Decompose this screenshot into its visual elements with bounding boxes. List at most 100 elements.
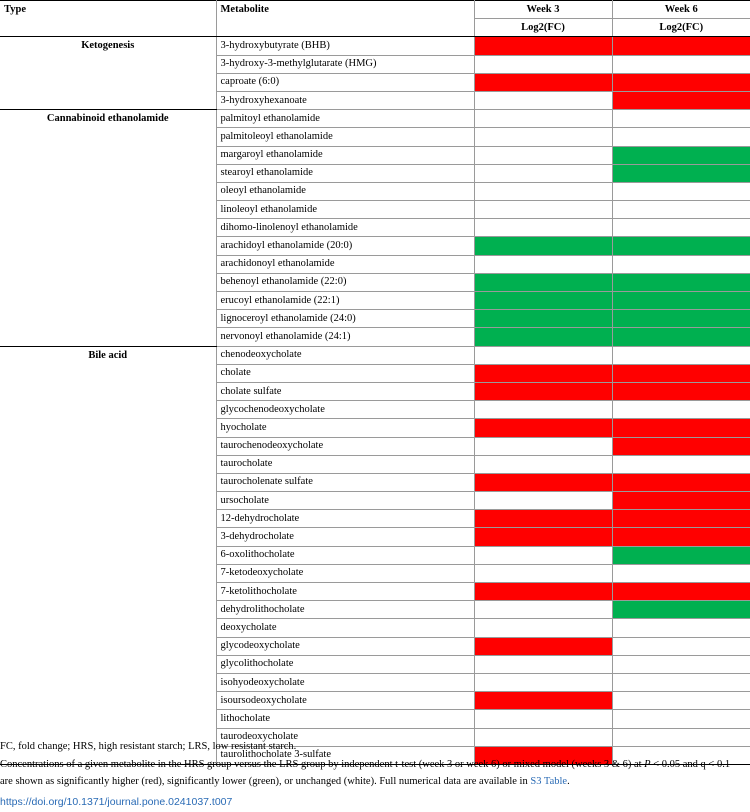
footnote-p-condition: < 0.05 and xyxy=(653,759,698,770)
metabolite-name: palmitoyl ethanolamide xyxy=(215,109,474,129)
week3-change-cell xyxy=(473,146,612,165)
week3-change-cell xyxy=(473,746,612,765)
metabolite-name: taurodeoxycholate xyxy=(215,728,474,747)
table-row: 7-ketolithocholate xyxy=(0,582,750,602)
table-row: ursocholate xyxy=(0,491,750,511)
table-row: taurochenodeoxycholate xyxy=(0,437,750,456)
table-row: lignoceroyl ethanolamide (24:0) xyxy=(0,309,750,329)
week6-change-cell xyxy=(611,236,750,256)
table-row: dihomo-linolenoyl ethanolamide xyxy=(0,218,750,238)
week6-change-cell xyxy=(611,618,750,638)
week3-change-cell xyxy=(473,455,612,474)
week6-change-cell xyxy=(611,345,750,365)
group-label: Cannabinoid ethanolamide xyxy=(0,109,216,347)
week6-change-cell xyxy=(611,364,750,383)
footnote-p-symbol: P xyxy=(644,759,651,770)
week3-change-cell xyxy=(473,437,612,456)
week6-change-cell xyxy=(611,182,750,202)
week3-change-cell xyxy=(473,73,612,92)
week6-change-cell xyxy=(611,200,750,220)
week6-change-cell xyxy=(611,36,750,56)
metabolite-name: arachidonoyl ethanolamide xyxy=(215,255,474,274)
week6-change-cell xyxy=(611,637,750,656)
week3-change-cell xyxy=(473,673,612,693)
metabolite-name: hyocholate xyxy=(215,418,474,438)
metabolite-name: cholate xyxy=(215,364,474,383)
week6-change-cell xyxy=(611,509,750,529)
table-row: arachidonoyl ethanolamide xyxy=(0,255,750,274)
week6-change-cell xyxy=(611,746,750,765)
metabolite-name: lignoceroyl ethanolamide (24:0) xyxy=(215,309,474,329)
table-row: palmitoleoyl ethanolamide xyxy=(0,127,750,147)
week6-change-cell xyxy=(611,655,750,674)
week3-change-cell xyxy=(473,564,612,584)
table-row: 3-hydroxy-3-methylglutarate (HMG) xyxy=(0,55,750,74)
metabolite-name: oleoyl ethanolamide xyxy=(215,182,474,202)
metabolite-name: caproate (6:0) xyxy=(215,73,474,92)
week6-change-cell xyxy=(611,473,750,493)
metabolite-name: erucoyl ethanolamide (22:1) xyxy=(215,291,474,311)
metabolite-name: taurocholate xyxy=(215,455,474,474)
week6-change-cell xyxy=(611,55,750,74)
metabolite-table: Type Metabolite Week 3 Week 6 Log2(FC) L… xyxy=(0,0,750,765)
week6-change-cell xyxy=(611,291,750,311)
week3-change-cell xyxy=(473,400,612,420)
group-label: Bile acid xyxy=(0,345,216,765)
week3-change-cell xyxy=(473,509,612,529)
table-row: hyocholate xyxy=(0,418,750,438)
metabolite-name: nervonoyl ethanolamide (24:1) xyxy=(215,327,474,347)
week6-change-cell xyxy=(611,709,750,729)
week3-change-cell xyxy=(473,309,612,329)
footnote-q-condition: q < 0.1 are shown as significantly highe… xyxy=(0,759,731,787)
week3-change-cell xyxy=(473,364,612,383)
table-row: glycochenodeoxycholate xyxy=(0,400,750,420)
s3-table-link[interactable]: S3 Table xyxy=(530,776,568,787)
header-type: Type xyxy=(0,0,216,38)
week6-change-cell xyxy=(611,73,750,92)
week3-change-cell xyxy=(473,55,612,74)
metabolite-name: taurocholenate sulfate xyxy=(215,473,474,493)
table-row: taurocholate xyxy=(0,455,750,474)
metabolite-name: ursocholate xyxy=(215,491,474,511)
week3-change-cell xyxy=(473,728,612,747)
week3-change-cell xyxy=(473,291,612,311)
week3-change-cell xyxy=(473,200,612,220)
table-row: glycolithocholate xyxy=(0,655,750,674)
metabolite-name: chenodeoxycholate xyxy=(215,345,474,365)
footnote-abbreviations: FC, fold change; HRS, high resistant sta… xyxy=(0,741,297,752)
group-label: Ketogenesis xyxy=(0,36,216,111)
doi-link[interactable]: https://doi.org/10.1371/journal.pone.024… xyxy=(0,796,233,808)
metabolite-name: deoxycholate xyxy=(215,618,474,638)
metabolite-name: 3-hydroxyhexanoate xyxy=(215,91,474,111)
metabolite-name: 3-dehydrocholate xyxy=(215,527,474,547)
table-row: linoleoyl ethanolamide xyxy=(0,200,750,220)
week6-change-cell xyxy=(611,546,750,565)
metabolite-name: arachidoyl ethanolamide (20:0) xyxy=(215,236,474,256)
week3-change-cell xyxy=(473,709,612,729)
week6-change-cell xyxy=(611,455,750,474)
week3-change-cell xyxy=(473,218,612,238)
week3-change-cell xyxy=(473,382,612,402)
metabolite-name: margaroyl ethanolamide xyxy=(215,146,474,165)
table-row: erucoyl ethanolamide (22:1) xyxy=(0,291,750,311)
table-row: oleoyl ethanolamide xyxy=(0,182,750,202)
week6-change-cell xyxy=(611,218,750,238)
week6-change-cell xyxy=(611,91,750,111)
header-log2fc-week3: Log2(FC) xyxy=(473,18,612,38)
week6-change-cell xyxy=(611,691,750,711)
table-row: 12-dehydrocholate xyxy=(0,509,750,529)
week6-change-cell xyxy=(611,418,750,438)
week6-change-cell xyxy=(611,164,750,183)
table-row: taurolithocholate 3-sulfate xyxy=(0,746,750,765)
metabolite-name: linoleoyl ethanolamide xyxy=(215,200,474,220)
metabolite-name: glycolithocholate xyxy=(215,655,474,674)
week6-change-cell xyxy=(611,600,750,620)
metabolite-name: 6-oxolithocholate xyxy=(215,546,474,565)
metabolite-name: taurochenodeoxycholate xyxy=(215,437,474,456)
table-row: 7-ketodeoxycholate xyxy=(0,564,750,584)
header-metabolite: Metabolite xyxy=(215,0,474,38)
metabolite-name: behenoyl ethanolamide (22:0) xyxy=(215,273,474,293)
week3-change-cell xyxy=(473,164,612,183)
metabolite-name: dehydrolithocholate xyxy=(215,600,474,620)
table-row: Ketogenesis 3-hydroxybutyrate (BHB) xyxy=(0,36,750,111)
